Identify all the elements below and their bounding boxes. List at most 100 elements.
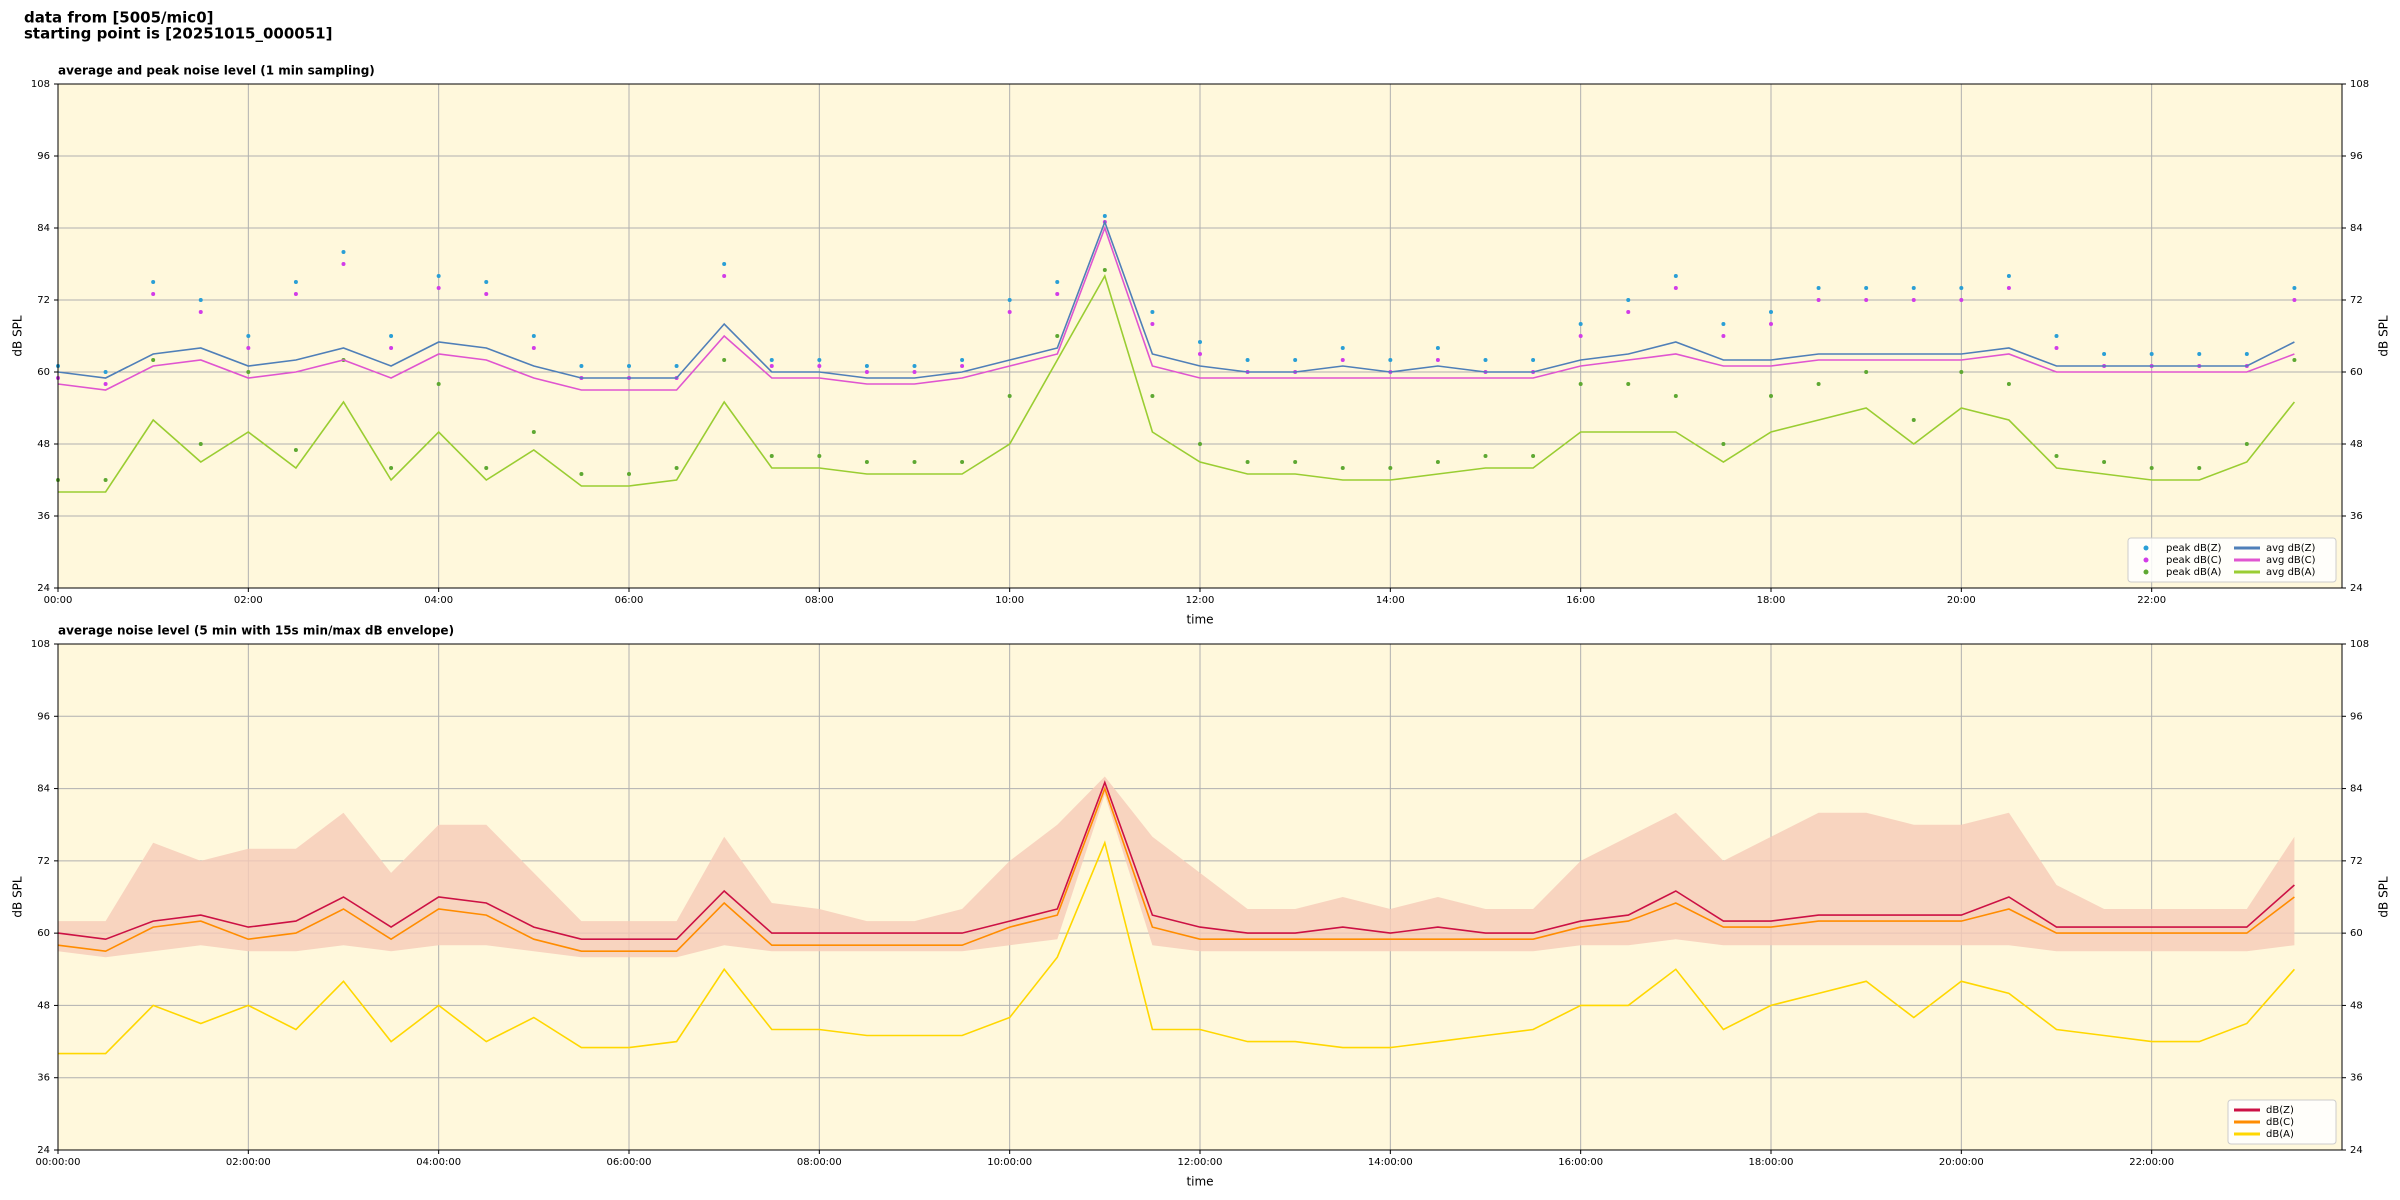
peak-point (1340, 466, 1345, 470)
peak-point (1102, 214, 1107, 218)
x-tick-label: 10:00 (995, 595, 1024, 606)
peak-point (2054, 454, 2059, 458)
x-tick-label: 00:00 (44, 595, 73, 606)
peak-point (627, 472, 631, 476)
y-axis-label: dB SPL (2377, 876, 2391, 918)
y-tick-label: 108 (2350, 79, 2369, 90)
peak-point (2054, 334, 2059, 338)
peak-point (1531, 454, 1536, 458)
x-tick-label: 16:00 (1566, 595, 1595, 606)
y-tick-label: 48 (2350, 439, 2363, 450)
y-tick-label: 60 (2350, 928, 2363, 939)
y-tick-label: 60 (2350, 367, 2363, 378)
x-tick-label: 18:00:00 (1749, 1157, 1794, 1168)
peak-point (2292, 286, 2297, 290)
peak-point (864, 364, 869, 368)
legend-label: peak dB(Z) (2166, 543, 2222, 554)
peak-point (1864, 370, 1869, 374)
peak-point (2292, 358, 2297, 362)
peak-point (1435, 460, 1440, 464)
peak-point (1721, 322, 1726, 326)
x-tick-label: 20:00:00 (1939, 1157, 1984, 1168)
peak-point (1769, 322, 1773, 326)
legend-label: avg dB(Z) (2266, 543, 2316, 554)
peak-point (293, 448, 298, 452)
peak-point (2006, 382, 2011, 386)
peak-point (1055, 280, 1060, 284)
x-axis-label: time (1186, 613, 1213, 627)
y-axis-label: dB SPL (11, 315, 25, 357)
y-tick-label: 96 (2350, 711, 2363, 722)
peak-point (1959, 370, 1964, 374)
peak-point (579, 472, 584, 476)
peak-point (1769, 394, 1773, 398)
y-tick-label: 36 (2350, 511, 2363, 522)
peak-point (1673, 274, 1678, 278)
chart-title: average and peak noise level (1 min samp… (58, 64, 375, 78)
y-tick-label: 36 (37, 1073, 50, 1084)
x-tick-label: 20:00 (1947, 595, 1976, 606)
peak-point (246, 346, 251, 350)
peak-point (103, 478, 108, 482)
peak-point (2006, 274, 2011, 278)
x-tick-label: 12:00 (1186, 595, 1215, 606)
peak-point (1055, 334, 1060, 338)
x-tick-label: 16:00:00 (1558, 1157, 1603, 1168)
peak-point (769, 364, 774, 368)
peak-point (1150, 310, 1155, 314)
plot-frame (57, 83, 2343, 589)
legend-label: avg dB(C) (2266, 555, 2316, 566)
peak-point (246, 370, 251, 374)
peak-point (912, 364, 917, 368)
peak-point (1007, 298, 1012, 302)
peak-point (1531, 358, 1536, 362)
header-line: data from [5005/mic0] (24, 9, 214, 27)
x-tick-label: 06:00 (615, 595, 644, 606)
peak-point (912, 370, 917, 374)
y-tick-label: 60 (37, 928, 50, 939)
peak-point (2197, 352, 2202, 356)
peak-point (1293, 460, 1298, 464)
y-tick-label: 24 (2350, 583, 2363, 594)
y-tick-label: 72 (37, 295, 50, 306)
peak-point (151, 292, 156, 296)
peak-point (1055, 292, 1060, 296)
peak-point (1150, 322, 1155, 326)
series-line (58, 840, 2296, 1055)
peak-point (103, 370, 108, 374)
peak-point (674, 364, 679, 368)
peak-point (389, 466, 394, 470)
peak-point (1578, 382, 1583, 386)
legend-label: peak dB(A) (2166, 567, 2222, 578)
peak-point (579, 364, 584, 368)
series-line (57, 219, 2295, 379)
y-tick-label: 96 (2350, 151, 2363, 162)
peak-point (1102, 268, 1107, 272)
peak-point (1483, 454, 1488, 458)
y-tick-label: 72 (2350, 295, 2363, 306)
legend-marker (2143, 545, 2149, 551)
peak-point (484, 292, 489, 296)
peak-point (769, 454, 774, 458)
peak-point (1198, 442, 1202, 446)
x-tick-label: 18:00 (1757, 595, 1786, 606)
peak-point (1435, 346, 1440, 350)
x-tick-label: 08:00 (805, 595, 834, 606)
peak-point (627, 364, 631, 368)
peak-point (769, 358, 774, 362)
peak-point (817, 454, 822, 458)
peak-point (1388, 466, 1393, 470)
y-tick-label: 84 (2350, 784, 2363, 795)
peak-point (2102, 352, 2107, 356)
peak-point (1864, 286, 1869, 290)
peak-point (1198, 340, 1202, 344)
peak-point (293, 280, 298, 284)
peak-point (1245, 358, 1250, 362)
peak-point (531, 430, 536, 434)
y-tick-label: 84 (37, 223, 50, 234)
peak-point (484, 466, 489, 470)
peak-point (817, 358, 822, 362)
peak-point (1578, 322, 1583, 326)
y-axis-label: dB SPL (11, 876, 25, 918)
